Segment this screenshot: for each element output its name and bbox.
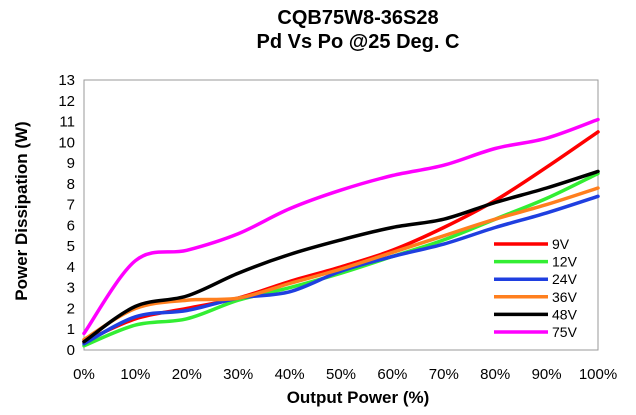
series-line-24v bbox=[82, 194, 600, 346]
legend-label-12v: 12V bbox=[552, 254, 578, 270]
y-tick-label: 0 bbox=[67, 342, 75, 359]
legend-label-75v: 75V bbox=[552, 324, 578, 340]
y-tick-label: 12 bbox=[58, 93, 75, 110]
chart-title: CQB75W8-36S28 bbox=[277, 7, 438, 29]
y-tick-label: 4 bbox=[67, 259, 75, 276]
x-tick-label: 0% bbox=[73, 366, 95, 383]
plot-frame bbox=[83, 79, 599, 351]
y-tick-label: 9 bbox=[67, 155, 75, 172]
legend-label-36v: 36V bbox=[552, 289, 578, 305]
x-tick-label: 30% bbox=[223, 366, 253, 383]
x-tick-label: 60% bbox=[377, 366, 407, 383]
x-axis-label: Output Power (%) bbox=[287, 388, 430, 407]
x-tick-label: 70% bbox=[429, 366, 459, 383]
series-line-48v bbox=[82, 169, 600, 344]
x-tick-label: 100% bbox=[579, 366, 617, 383]
series-line-75v bbox=[82, 117, 600, 336]
y-tick-label: 5 bbox=[67, 238, 75, 255]
y-axis-label: Power Dissipation (W) bbox=[12, 121, 31, 300]
y-tick-label: 3 bbox=[67, 280, 75, 297]
chart-subtitle: Pd Vs Po @25 Deg. C bbox=[257, 31, 460, 53]
legend-label-9v: 9V bbox=[552, 236, 570, 252]
x-tick-label: 90% bbox=[532, 366, 562, 383]
y-tick-label: 13 bbox=[58, 72, 75, 89]
y-tick-label: 1 bbox=[67, 321, 75, 338]
series-line-9v bbox=[82, 130, 600, 344]
series-line-36v bbox=[82, 186, 600, 342]
x-tick-label: 40% bbox=[275, 366, 305, 383]
y-tick-label: 11 bbox=[59, 114, 75, 131]
y-tick-label: 8 bbox=[67, 176, 75, 193]
y-tick-label: 6 bbox=[67, 217, 75, 234]
y-tick-label: 2 bbox=[67, 300, 75, 317]
x-tick-label: 20% bbox=[172, 366, 202, 383]
x-tick-label: 80% bbox=[480, 366, 510, 383]
legend-label-24v: 24V bbox=[552, 271, 578, 287]
y-tick-label: 7 bbox=[67, 197, 75, 214]
x-tick-label: 10% bbox=[120, 366, 150, 383]
x-tick-label: 50% bbox=[326, 366, 356, 383]
y-tick-label: 10 bbox=[58, 134, 75, 151]
legend-label-48v: 48V bbox=[552, 306, 578, 322]
series-line-12v bbox=[82, 171, 600, 348]
